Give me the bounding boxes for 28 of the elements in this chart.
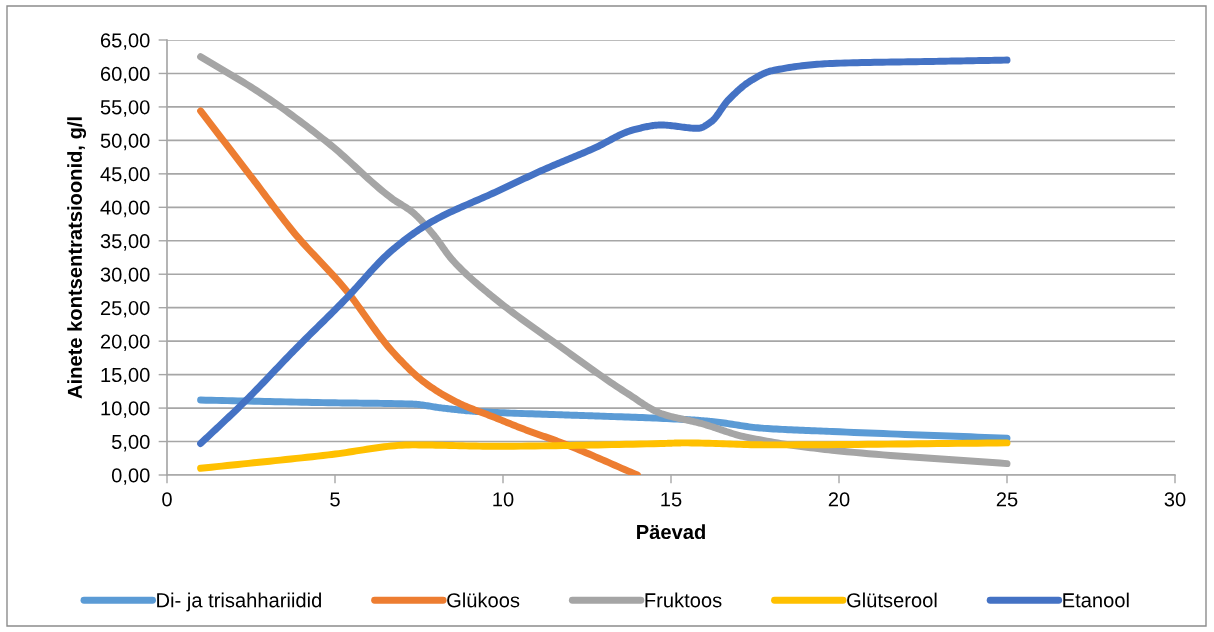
y-tick-label: 50,00 — [100, 133, 150, 151]
x-tick-label: 0 — [162, 492, 172, 507]
x-axis-title: Päevad — [637, 524, 705, 540]
legend-label: Di- ja trisahhariidid — [157, 592, 321, 612]
y-tick-label: 55,00 — [100, 100, 150, 117]
x-tick-label: 25 — [996, 492, 1018, 507]
legend-label: Glükoos — [447, 592, 520, 608]
legend-label: Etanool — [1063, 592, 1129, 608]
x-tick-label: 10 — [493, 492, 514, 507]
y-tick-label: 60,00 — [100, 66, 150, 84]
y-tick-label: 25,00 — [100, 300, 150, 318]
y-tick-label: 20,00 — [100, 334, 150, 352]
y-tick-label: 10,00 — [101, 401, 150, 418]
y-tick-label: 0,00 — [111, 468, 150, 485]
x-tick-label: 30 — [1164, 492, 1186, 507]
y-tick-label: 30,00 — [100, 267, 150, 285]
y-tick-label: 5,00 — [111, 434, 150, 452]
y-tick-label: 35,00 — [100, 234, 150, 251]
y-tick-label: 15,00 — [101, 367, 150, 385]
x-tick-label: 15 — [661, 492, 682, 507]
y-tick-label: 45,00 — [100, 167, 150, 184]
legend-label: Fruktoos — [645, 592, 722, 608]
y-tick-label: 40,00 — [100, 200, 150, 218]
y-tick-label: 65,00 — [100, 33, 150, 50]
y-axis-title: Ainete kontsentratsioonid, g/l — [67, 117, 87, 399]
x-tick-label: 5 — [330, 492, 340, 507]
x-tick-label: 20 — [828, 492, 850, 507]
legend-label: Glütserool — [847, 592, 937, 608]
